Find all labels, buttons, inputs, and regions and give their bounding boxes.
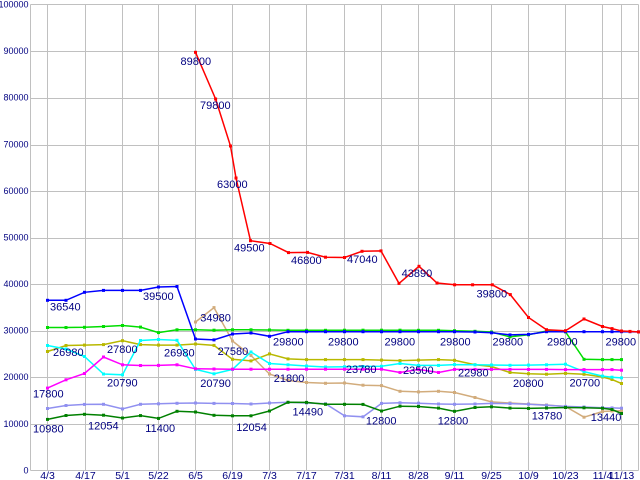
svg-text:7/17: 7/17 — [296, 470, 317, 480]
svg-text:10980: 10980 — [33, 424, 64, 436]
svg-text:22980: 22980 — [458, 367, 489, 379]
svg-text:29800: 29800 — [385, 337, 416, 349]
svg-text:29800: 29800 — [606, 336, 637, 348]
svg-text:6/19: 6/19 — [222, 470, 243, 480]
svg-text:46800: 46800 — [291, 255, 322, 267]
svg-text:10000: 10000 — [3, 419, 28, 429]
svg-text:4/3: 4/3 — [40, 470, 55, 480]
svg-text:63000: 63000 — [217, 179, 248, 191]
svg-text:39800: 39800 — [477, 289, 508, 301]
svg-text:20790: 20790 — [107, 378, 138, 390]
svg-text:26980: 26980 — [164, 348, 195, 360]
svg-text:47040: 47040 — [347, 254, 378, 266]
svg-text:50000: 50000 — [3, 232, 28, 242]
svg-text:12054: 12054 — [88, 421, 119, 433]
svg-text:8/11: 8/11 — [372, 470, 392, 480]
svg-text:70000: 70000 — [3, 139, 28, 149]
svg-text:29800: 29800 — [547, 337, 578, 349]
svg-text:9/11: 9/11 — [445, 470, 465, 480]
svg-text:4/17: 4/17 — [75, 470, 96, 480]
svg-text:100000: 100000 — [0, 0, 29, 10]
svg-text:10/9: 10/9 — [518, 470, 539, 480]
svg-text:13780: 13780 — [532, 410, 563, 422]
svg-text:27800: 27800 — [107, 344, 138, 356]
svg-text:5/22: 5/22 — [148, 470, 169, 480]
svg-text:89800: 89800 — [181, 56, 212, 68]
svg-text:12800: 12800 — [438, 415, 469, 427]
svg-text:12800: 12800 — [366, 415, 397, 427]
svg-text:10/23: 10/23 — [552, 470, 578, 480]
svg-text:23780: 23780 — [346, 364, 377, 376]
svg-text:29800: 29800 — [273, 336, 304, 348]
svg-text:80000: 80000 — [3, 93, 28, 103]
svg-text:36540: 36540 — [50, 302, 81, 314]
svg-text:21800: 21800 — [274, 373, 305, 385]
svg-text:17800: 17800 — [33, 389, 64, 401]
svg-text:20800: 20800 — [513, 378, 544, 390]
svg-text:27580: 27580 — [218, 346, 249, 358]
svg-text:7/3: 7/3 — [262, 470, 277, 480]
svg-text:11/4: 11/4 — [593, 470, 613, 480]
svg-text:34980: 34980 — [200, 313, 231, 325]
svg-text:20000: 20000 — [3, 372, 28, 382]
svg-text:20790: 20790 — [200, 378, 231, 390]
svg-text:29800: 29800 — [493, 337, 524, 349]
svg-text:29800: 29800 — [440, 337, 471, 349]
svg-text:49500: 49500 — [234, 243, 265, 255]
svg-text:43890: 43890 — [402, 268, 433, 280]
svg-text:40000: 40000 — [3, 279, 28, 289]
svg-text:8/28: 8/28 — [408, 470, 429, 480]
svg-text:26980: 26980 — [53, 347, 84, 359]
svg-text:30000: 30000 — [3, 326, 28, 336]
svg-text:29800: 29800 — [328, 336, 359, 348]
svg-text:12054: 12054 — [236, 422, 267, 434]
svg-text:20700: 20700 — [570, 378, 601, 390]
svg-text:11400: 11400 — [145, 423, 175, 435]
svg-text:90000: 90000 — [3, 46, 28, 56]
svg-text:7/31: 7/31 — [334, 470, 355, 480]
svg-text:14490: 14490 — [293, 407, 324, 419]
svg-text:11/13: 11/13 — [609, 470, 635, 480]
svg-text:39500: 39500 — [143, 291, 174, 303]
svg-text:6/5: 6/5 — [188, 470, 203, 480]
svg-text:0: 0 — [23, 465, 28, 475]
svg-text:23500: 23500 — [403, 365, 434, 377]
svg-text:13440: 13440 — [591, 412, 622, 424]
svg-text:5/1: 5/1 — [115, 470, 130, 480]
svg-text:79800: 79800 — [200, 100, 231, 112]
svg-text:9/25: 9/25 — [481, 470, 502, 480]
svg-text:60000: 60000 — [3, 186, 28, 196]
